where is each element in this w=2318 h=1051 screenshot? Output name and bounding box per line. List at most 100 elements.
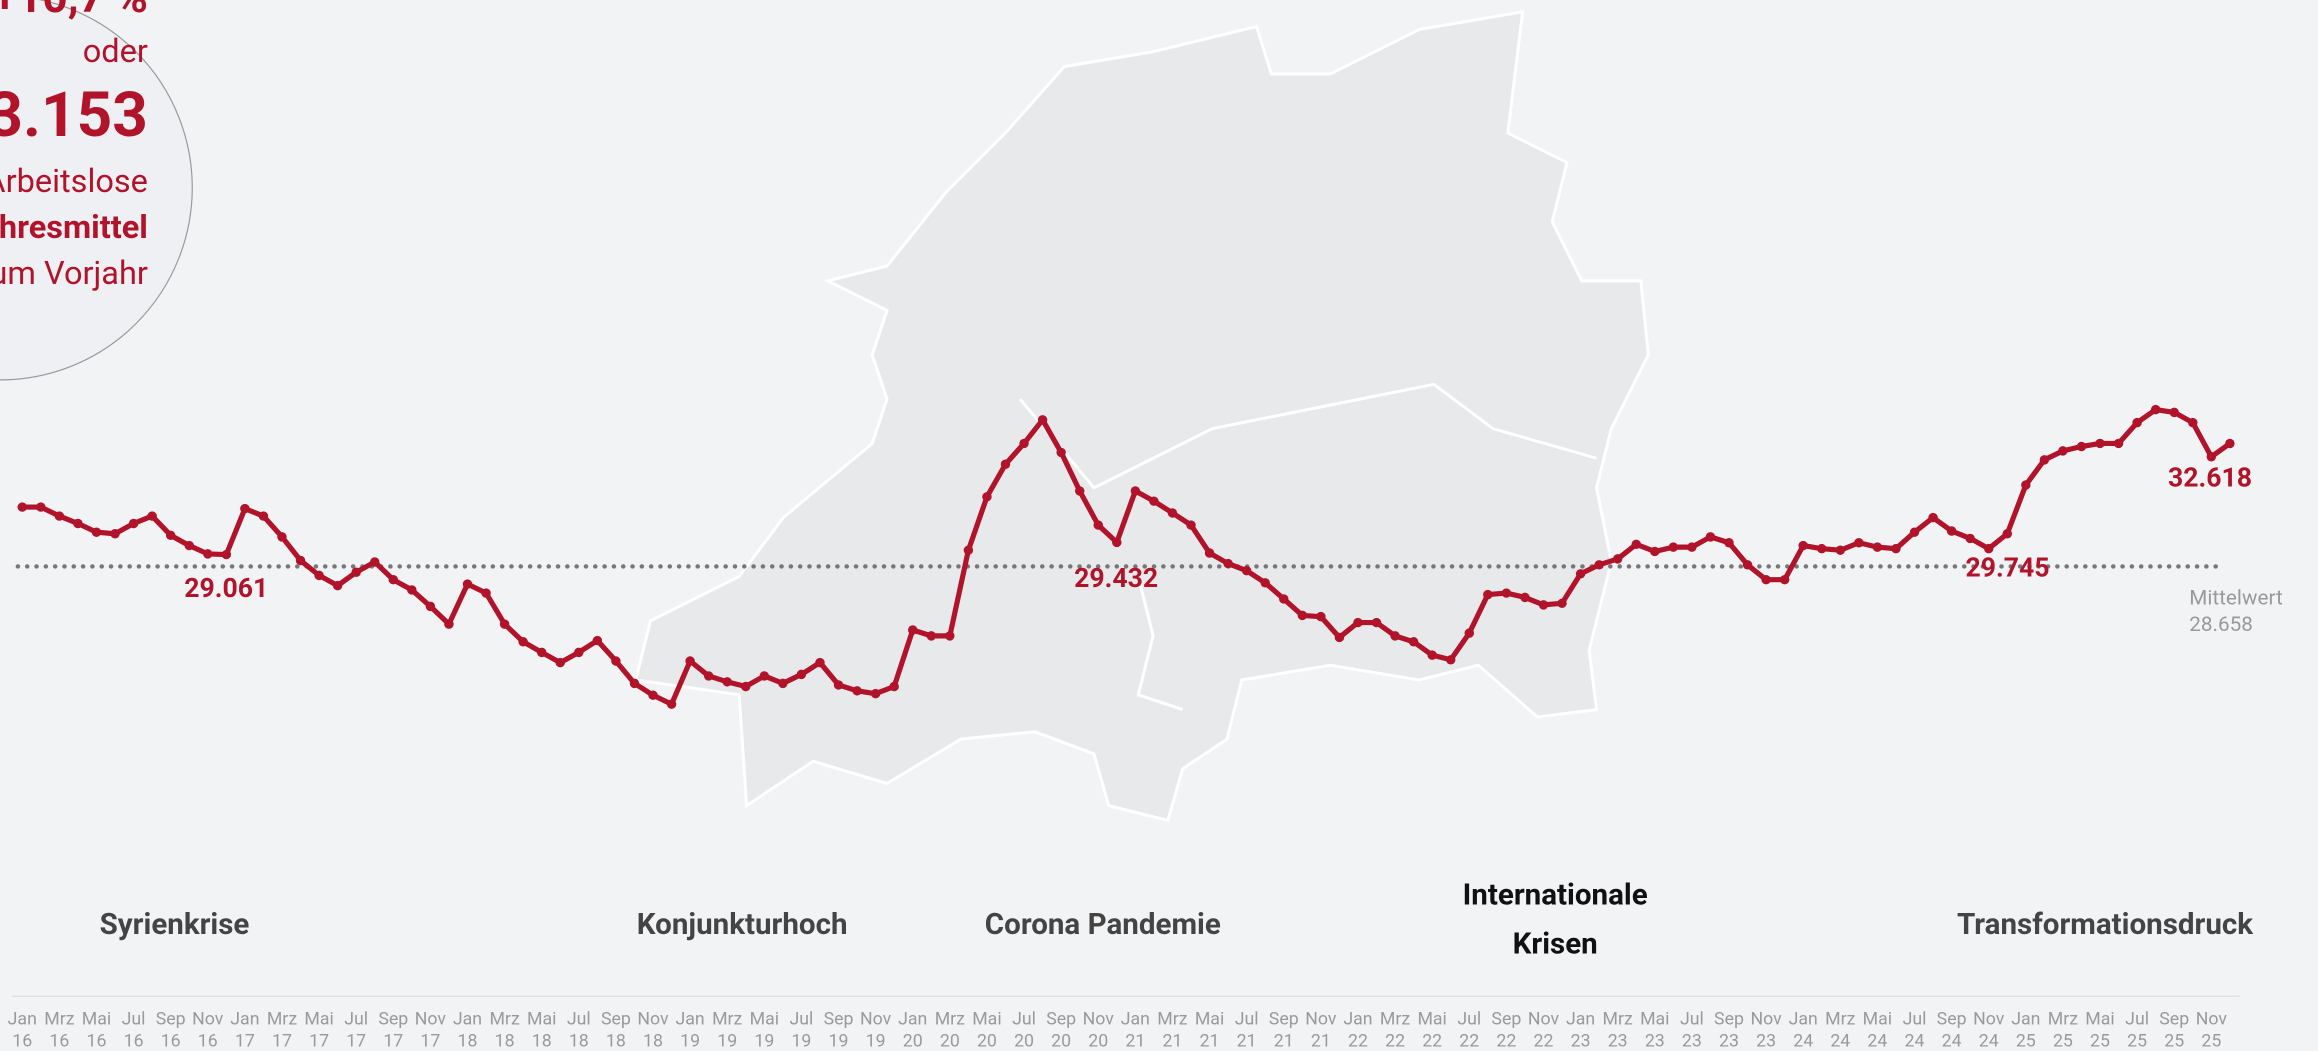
x-tick-label-line: Jul <box>1235 1009 1259 1029</box>
x-tick-label: Nov 25 <box>2196 1009 2228 1051</box>
x-tick-label-line: 22 <box>1348 1032 1368 1051</box>
data-point <box>1742 560 1753 570</box>
x-tick-label-line: Mrz <box>712 1009 742 1029</box>
data-point <box>407 585 417 595</box>
x-tick-label-line: 23 <box>1719 1032 1739 1051</box>
x-tick-label-line: 21 <box>1125 1032 1145 1051</box>
data-point <box>1019 438 1029 449</box>
x-tick-label: Mai 19 <box>750 1009 779 1051</box>
x-tick-label: Sep 21 <box>1269 1009 1299 1051</box>
data-point <box>258 511 269 521</box>
x-tick-label: Jul 21 <box>1235 1009 1259 1051</box>
x-tick-label: Sep 24 <box>1937 1009 1967 1051</box>
x-tick-label: Nov 20 <box>1083 1009 1115 1051</box>
x-tick-label-line: Nov <box>637 1009 669 1029</box>
data-point <box>2225 438 2235 449</box>
x-tick-label-line: Jan <box>453 1009 482 1029</box>
x-tick-label: Nov 22 <box>1528 1009 1560 1051</box>
x-tick-label: Mai 20 <box>972 1009 1001 1051</box>
data-point <box>1149 496 1159 506</box>
data-point <box>592 635 603 646</box>
x-tick-label: Sep 17 <box>378 1009 408 1051</box>
x-tick-label-line: Mai <box>1417 1009 1446 1029</box>
x-tick-label-line: 17 <box>272 1032 292 1051</box>
x-tick-label-line: 21 <box>1200 1032 1220 1051</box>
data-point <box>2002 529 2012 539</box>
data-point <box>815 657 825 668</box>
x-tick-label: Sep 23 <box>1714 1009 1744 1051</box>
x-tick-label-line: Jul <box>567 1009 591 1029</box>
data-point <box>536 647 547 658</box>
data-point <box>1297 610 1308 621</box>
x-tick-label: Mrz 16 <box>44 1009 74 1051</box>
x-tick-label-line: 22 <box>1459 1032 1479 1051</box>
data-point <box>1983 543 1994 554</box>
data-point <box>926 631 937 641</box>
data-point <box>2039 455 2050 465</box>
x-tick-label-line: Jan <box>676 1009 705 1029</box>
x-tick-label-line: Jul <box>1903 1009 1927 1029</box>
x-tick-label-line: Mrz <box>1157 1009 1187 1029</box>
value-annotation: 29.432 <box>1074 563 1158 594</box>
data-point <box>1056 447 1066 458</box>
data-point <box>2188 417 2198 428</box>
data-point <box>1186 520 1196 530</box>
x-tick-label-line: Sep <box>1937 1009 1967 1029</box>
data-point <box>2076 441 2087 452</box>
data-point <box>1965 533 1975 544</box>
data-point <box>2132 417 2142 428</box>
x-tick-label: Sep 19 <box>824 1009 854 1051</box>
x-tick-label-line: 19 <box>717 1032 737 1051</box>
x-tick-label-line: Nov <box>1528 1009 1560 1029</box>
x-tick-label-line: Nov <box>1083 1009 1115 1029</box>
x-tick-label-line: Jan <box>1343 1009 1372 1029</box>
data-point <box>54 511 65 521</box>
x-tick-label: Jul 22 <box>1457 1009 1481 1051</box>
x-tick-label-line: Nov <box>2196 1009 2228 1029</box>
x-tick-label: Jan 23 <box>1566 1009 1595 1051</box>
x-tick-label: Nov 19 <box>860 1009 892 1051</box>
callout-text: +10,7 % <box>0 0 148 23</box>
x-tick-label-line: Jul <box>1680 1009 1704 1029</box>
x-tick-label-line: Nov <box>860 1009 892 1029</box>
x-tick-label: Jul 17 <box>344 1009 368 1051</box>
x-tick-label: Jan 19 <box>676 1009 705 1051</box>
x-tick-label: Jan 17 <box>230 1009 259 1051</box>
data-point <box>1538 600 1549 610</box>
x-tick-label-line: 24 <box>1905 1032 1925 1051</box>
x-tick-label: Jan 25 <box>2011 1009 2040 1051</box>
x-tick-label: Jan 22 <box>1343 1009 1372 1051</box>
data-point <box>1501 588 1512 598</box>
x-tick-label-line: Jul <box>1012 1009 1036 1029</box>
x-tick-label: Mai 24 <box>1863 1009 1892 1051</box>
event-label: Syrienkrise <box>100 908 250 942</box>
x-tick-label-line: 19 <box>791 1032 811 1051</box>
x-tick-label-line: 25 <box>2090 1032 2110 1051</box>
data-point <box>1687 542 1697 552</box>
data-point <box>221 549 232 560</box>
data-point <box>611 656 621 666</box>
data-point <box>1835 545 1846 555</box>
x-tick-label-line: Nov <box>1750 1009 1782 1029</box>
data-point <box>1353 617 1363 628</box>
mean-label: Mittelwert <box>2189 587 2283 611</box>
data-point <box>648 690 658 700</box>
data-point <box>1724 538 1734 548</box>
x-tick-label-line: Mrz <box>489 1009 519 1029</box>
data-point <box>2206 452 2217 462</box>
x-tick-label-line: 16 <box>87 1032 107 1051</box>
data-point <box>1631 539 1641 550</box>
x-tick-label-line: 18 <box>569 1032 589 1051</box>
x-tick-label-line: 18 <box>458 1032 478 1051</box>
x-tick-label-line: Sep <box>156 1009 186 1029</box>
x-tick-label: Nov 23 <box>1750 1009 1782 1051</box>
x-tick-label: Jan 24 <box>1789 1009 1818 1051</box>
x-tick-label-line: 22 <box>1385 1032 1405 1051</box>
x-tick-label: Nov 16 <box>192 1009 224 1051</box>
data-point <box>1390 631 1400 641</box>
x-tick-label-line: Jan <box>230 1009 259 1029</box>
x-tick-label-line: 16 <box>198 1032 218 1051</box>
x-tick-label-line: Nov <box>192 1009 224 1029</box>
event-label: Transformationsdruck <box>1957 908 2254 942</box>
x-tick-label-line: 19 <box>754 1032 774 1051</box>
